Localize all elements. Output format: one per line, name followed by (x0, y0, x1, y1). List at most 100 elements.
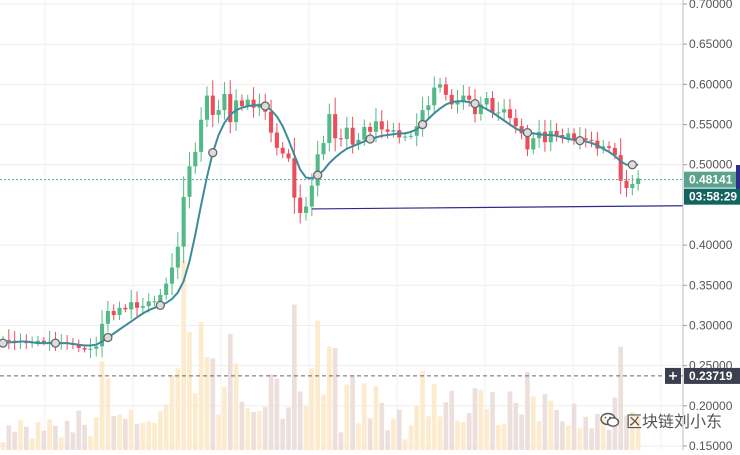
candle-body (129, 302, 134, 310)
candle-body (315, 154, 320, 186)
y-tick-label: 0.20000 (689, 399, 733, 413)
volume-bar (408, 425, 414, 450)
countdown-bg (684, 188, 740, 205)
wechat-bubble-icon (600, 412, 620, 427)
candle-body (513, 118, 518, 127)
candle-body (542, 131, 547, 143)
candle-body (379, 121, 384, 130)
volume-bar (123, 418, 128, 450)
volume-bar (367, 418, 373, 450)
candles (0, 76, 641, 359)
volume-bar (82, 424, 87, 450)
candle-body (286, 153, 291, 159)
candle-body (298, 197, 303, 213)
crosshair-icon (669, 371, 677, 380)
candle-body (391, 130, 396, 132)
candle-body (140, 306, 145, 308)
candle (111, 304, 116, 321)
volume-bar (548, 400, 554, 450)
volume-bar (326, 346, 332, 450)
volume-bar (461, 421, 466, 450)
candle-body (134, 302, 140, 308)
candle-body (612, 147, 617, 156)
volume-bar (350, 375, 355, 450)
candle (169, 253, 175, 296)
candle (280, 142, 285, 159)
candle-body (554, 130, 559, 135)
candle (333, 97, 338, 152)
volume-bar (315, 320, 321, 450)
volume-bar (530, 396, 536, 450)
candle-body (507, 109, 513, 119)
volume-bar (76, 410, 82, 450)
ma-marker (522, 127, 533, 138)
candle-body (222, 94, 227, 111)
volume-bar (47, 419, 52, 450)
candle-body (175, 246, 180, 268)
candle (47, 330, 52, 351)
volume-bar (426, 416, 431, 450)
countdown-label: 03:58:29 (689, 190, 737, 204)
candle-body (606, 146, 612, 148)
volume-bar (373, 386, 379, 450)
volume-bar (635, 415, 641, 450)
candle-body (152, 301, 157, 303)
candle (76, 339, 81, 353)
volume-bar (88, 436, 93, 450)
candle-body (531, 138, 536, 150)
volume-bar (391, 418, 396, 450)
volume-bar (29, 438, 35, 450)
volume-bar (618, 346, 624, 450)
candle-body (566, 133, 571, 139)
axis-scroll-handle[interactable] (736, 165, 740, 189)
candle (164, 277, 169, 300)
candle-body (245, 99, 250, 107)
candle (449, 89, 454, 109)
candle-body (484, 98, 489, 105)
candle-body (41, 340, 46, 343)
volume-bar (466, 413, 472, 450)
volume-bar (560, 421, 565, 450)
volume-bar (93, 417, 99, 450)
candle (438, 77, 443, 93)
volume-bar (105, 378, 111, 450)
candle (210, 80, 215, 128)
candle-body (111, 310, 116, 315)
candle (88, 338, 93, 359)
candle-body (455, 101, 460, 105)
candle (94, 336, 99, 357)
candle (12, 331, 17, 351)
ma-marker (627, 160, 637, 170)
volume-bar (402, 439, 408, 450)
candle-body (467, 95, 472, 100)
volume-bar (152, 423, 157, 450)
volume-bar (385, 430, 390, 450)
candle-body (146, 301, 151, 307)
candle-body (333, 114, 338, 139)
candle-body (601, 146, 606, 149)
candle-body (303, 206, 309, 213)
horizontal-lines (0, 179, 684, 377)
volume-bar (169, 375, 175, 450)
volume-bar (64, 420, 70, 450)
ma-marker (260, 101, 270, 111)
candle-body (269, 111, 274, 133)
candle-body (158, 294, 163, 302)
volume-bar (158, 411, 163, 450)
volume-bar (53, 425, 58, 450)
volume-bar (181, 260, 186, 450)
y-tick-label: 0.65000 (689, 37, 733, 51)
candle-body (100, 323, 105, 347)
candle-body (309, 185, 314, 207)
candle-body (105, 310, 110, 324)
volume-bar (589, 428, 594, 450)
candle (338, 128, 344, 147)
candle-body (432, 87, 437, 106)
candle-body (525, 133, 530, 150)
y-tick-label: 0.30000 (689, 318, 733, 332)
candle (507, 99, 513, 127)
candle-body (210, 95, 215, 115)
volume-bar (577, 428, 583, 450)
